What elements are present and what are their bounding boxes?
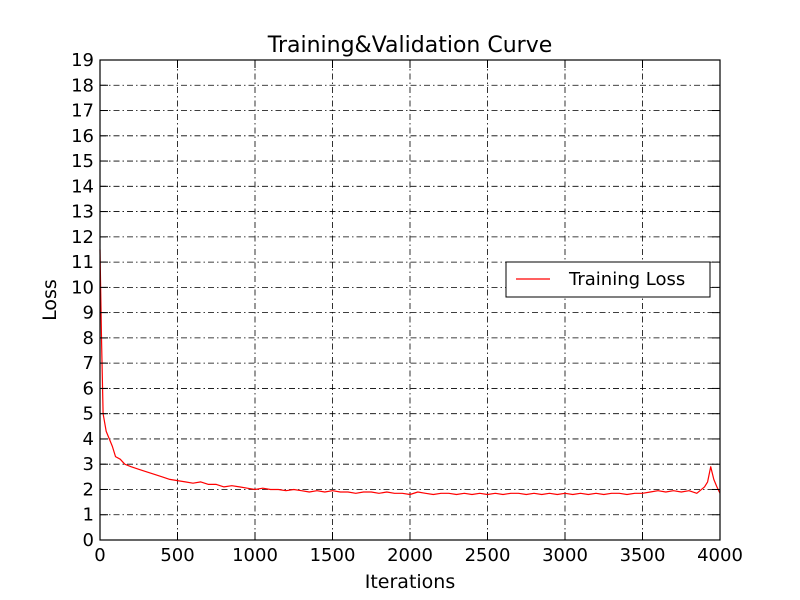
y-tick-label: 17 [71, 101, 94, 122]
y-tick-label: 0 [83, 530, 94, 551]
x-tick-label: 3000 [542, 545, 588, 566]
series-layer [99, 249, 721, 496]
y-tick-label: 8 [83, 328, 94, 349]
legend-label-training-loss: Training Loss [568, 269, 685, 290]
y-tick-label: 3 [83, 454, 94, 475]
x-tick-label: 1500 [310, 545, 356, 566]
y-tick-label: 5 [83, 404, 94, 425]
x-tick-label: 2000 [387, 545, 433, 566]
y-tick-label: 11 [71, 252, 94, 273]
legend: Training Loss [505, 261, 711, 298]
x-tick-label: 0 [94, 545, 105, 566]
x-tick-label: 1000 [232, 545, 278, 566]
y-tick-label: 2 [83, 479, 94, 500]
y-tick-label: 12 [71, 227, 94, 248]
y-tick-label: 4 [83, 429, 94, 450]
y-tick-label: 6 [83, 378, 94, 399]
axis-ticks: 0 500 1000 1500 2000 2500 3000 3500 400001234567… [71, 50, 743, 566]
x-tick-label: 2500 [465, 545, 511, 566]
y-tick-label: 19 [71, 50, 94, 71]
x-tick-label: 4000 [697, 545, 743, 566]
x-tick-label: 500 [160, 545, 194, 566]
x-tick-label: 3500 [620, 545, 666, 566]
y-tick-label: 14 [71, 176, 94, 197]
y-tick-label: 1 [83, 505, 94, 526]
y-tick-label: 15 [71, 151, 94, 172]
series-line-training-loss [99, 249, 721, 496]
x-axis-title: Iterations [365, 571, 456, 593]
y-tick-label: 13 [71, 202, 94, 223]
y-axis-title: Loss [39, 279, 61, 321]
y-tick-label: 10 [71, 277, 94, 298]
y-tick-label: 18 [71, 75, 94, 96]
y-tick-label: 9 [83, 303, 94, 324]
y-tick-label: 16 [71, 126, 94, 147]
y-tick-label: 7 [83, 353, 94, 374]
chart-title: Training&Validation Curve [267, 33, 553, 58]
